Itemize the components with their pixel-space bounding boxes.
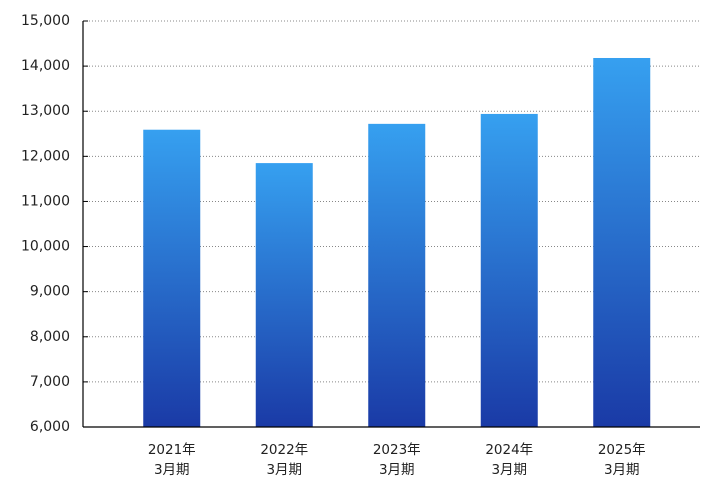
y-tick-label: 13,000 — [21, 103, 70, 119]
y-tick-label: 14,000 — [21, 58, 70, 74]
y-tick-label: 11,000 — [21, 193, 70, 209]
y-tick-label: 15,000 — [21, 13, 70, 29]
bar — [143, 129, 201, 427]
bar — [368, 123, 426, 427]
y-tick-label: 8,000 — [30, 329, 70, 345]
y-tick-label: 10,000 — [21, 239, 70, 255]
y-tick-label: 12,000 — [21, 148, 70, 164]
x-tick-label: 2021年 3月期 — [147, 442, 196, 478]
y-tick-label: 9,000 — [30, 284, 70, 300]
x-tick-label: 2023年 3月期 — [372, 442, 421, 478]
bar — [480, 113, 538, 427]
x-tick-label: 2025年 3月期 — [597, 442, 646, 478]
x-tick-label: 2024年 3月期 — [485, 442, 534, 478]
y-tick-label: 6,000 — [30, 419, 70, 435]
x-tick-label: 2022年 3月期 — [260, 442, 309, 478]
bar — [593, 57, 651, 427]
y-tick-label: 7,000 — [30, 374, 70, 390]
bar — [255, 163, 313, 427]
